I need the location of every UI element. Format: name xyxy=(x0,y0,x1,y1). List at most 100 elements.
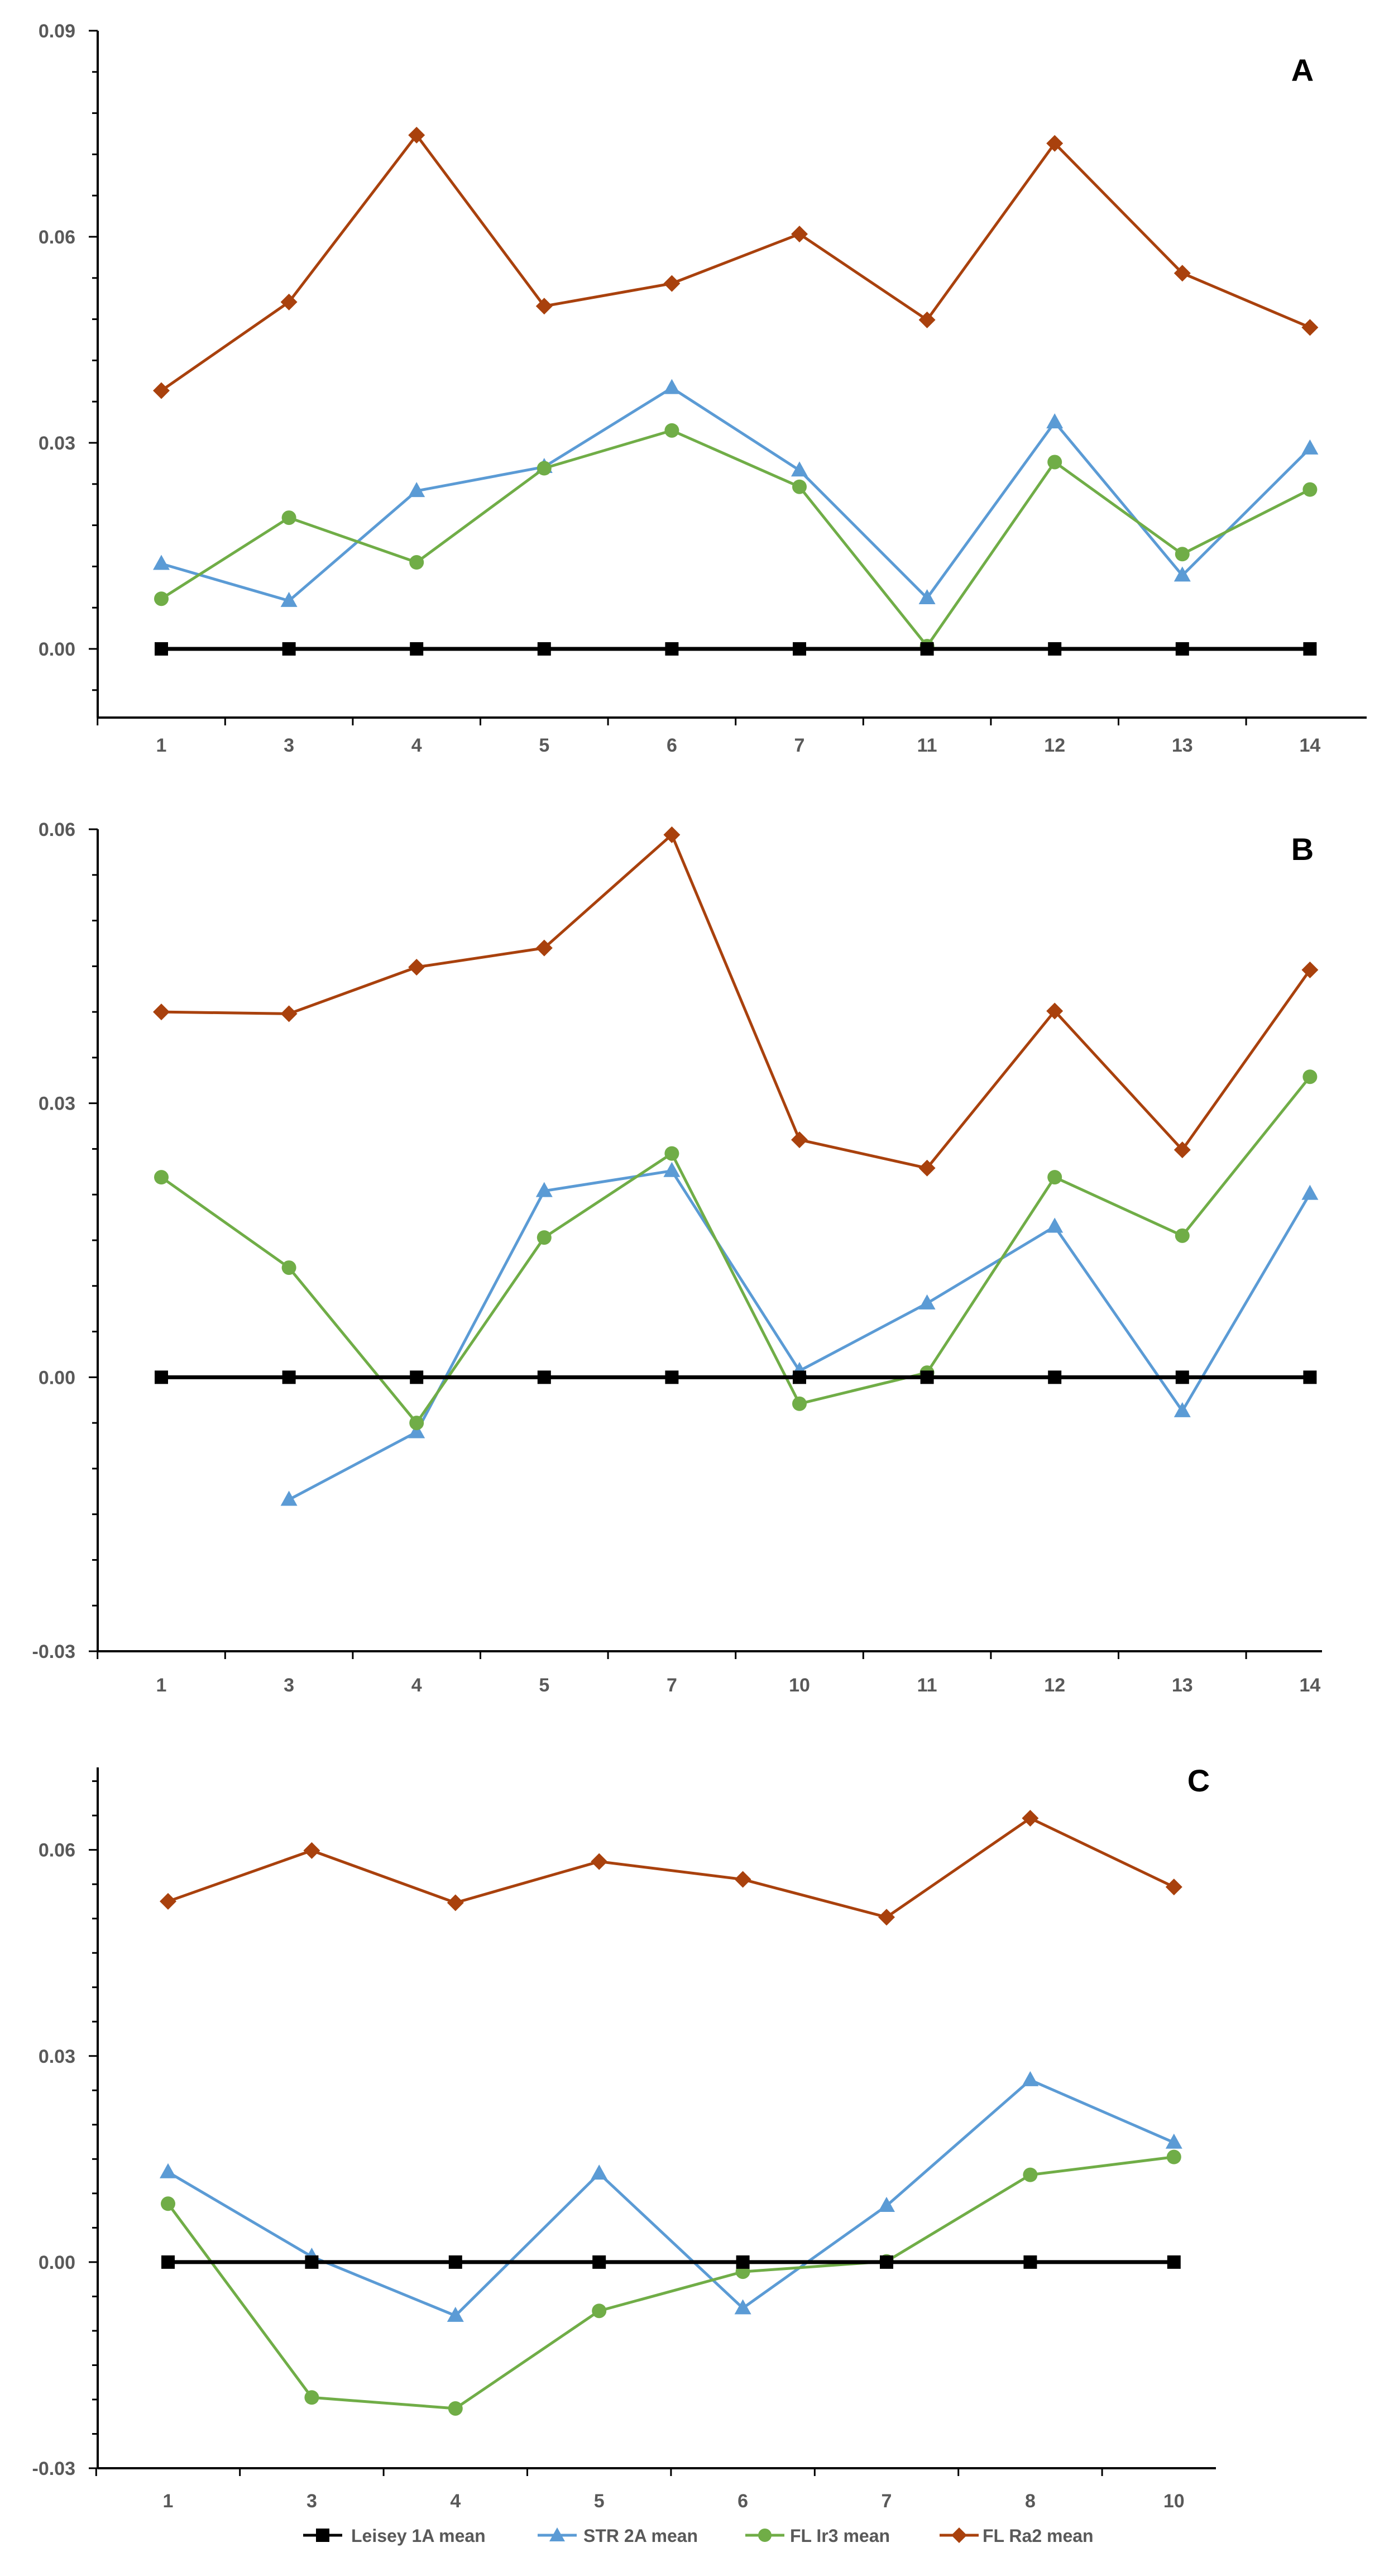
data-point-str-2a xyxy=(918,1294,936,1309)
series-leisey-1a xyxy=(155,642,1317,656)
data-point-fl-ir3 xyxy=(792,1396,807,1411)
data-point-fl-ra2 xyxy=(663,275,681,292)
data-point-str-2a xyxy=(1174,566,1191,582)
data-point-str-2a xyxy=(280,1490,298,1506)
x-tick-label: 4 xyxy=(450,2491,461,2512)
legend-item-fl-ir3: FL Ir3 mean xyxy=(745,2526,890,2546)
x-tick-label: 12 xyxy=(1044,735,1065,756)
data-point-fl-ra2 xyxy=(1174,1141,1191,1159)
panel-a-label: A xyxy=(1291,52,1314,88)
data-point-fl-ra2 xyxy=(535,939,553,957)
data-point-leisey-1a xyxy=(155,1370,168,1384)
data-point-str-2a xyxy=(1022,2071,1039,2086)
data-point-str-2a xyxy=(591,2164,608,2180)
data-point-str-2a xyxy=(878,2196,895,2212)
y-tick-label: 0.09 xyxy=(39,21,75,42)
data-point-fl-ra2 xyxy=(280,293,298,310)
data-point-fl-ir3 xyxy=(1166,2149,1181,2164)
data-point-leisey-1a xyxy=(282,1370,296,1384)
data-point-leisey-1a xyxy=(410,642,424,656)
data-point-fl-ra2 xyxy=(1174,265,1191,282)
data-point-fl-ra2 xyxy=(1046,1002,1064,1020)
data-point-str-2a xyxy=(1301,439,1319,455)
legend-marker-triangle xyxy=(549,2527,565,2541)
series-leisey-1a xyxy=(155,1370,1317,1384)
data-point-str-2a xyxy=(918,589,936,604)
y-tick-label: 0.06 xyxy=(39,819,75,840)
data-point-str-2a xyxy=(734,2299,751,2315)
data-point-fl-ra2 xyxy=(1046,135,1064,152)
data-point-leisey-1a xyxy=(1303,642,1317,656)
y-tick-label: 0.00 xyxy=(39,1367,75,1388)
x-tick-label: 11 xyxy=(917,1675,937,1696)
data-point-fl-ra2 xyxy=(408,958,425,976)
y-tick-label: 0.00 xyxy=(39,2252,75,2273)
x-tick-label: 13 xyxy=(1172,1675,1193,1696)
data-point-fl-ra2 xyxy=(280,1005,298,1022)
data-point-leisey-1a xyxy=(793,1370,806,1384)
x-tick-label: 12 xyxy=(1044,1675,1065,1696)
x-tick-label: 7 xyxy=(667,1675,677,1696)
legend-label-leisey: Leisey 1A mean xyxy=(351,2526,486,2546)
x-tick-label: 1 xyxy=(163,2491,174,2512)
series-line-fl-ra2 xyxy=(160,133,1311,392)
x-tick-label: 1 xyxy=(156,735,167,756)
series-str-2a xyxy=(160,2071,1182,2322)
series-fl-ir3 xyxy=(154,423,1318,654)
x-tick-label: 14 xyxy=(1299,1675,1320,1696)
data-point-fl-ra2 xyxy=(1165,1879,1182,1896)
data-point-leisey-1a xyxy=(665,1370,679,1384)
y-tick-label: -0.03 xyxy=(32,2458,76,2479)
data-point-str-2a xyxy=(663,379,681,394)
data-point-fl-ra2 xyxy=(1022,1810,1039,1827)
data-point-leisey-1a xyxy=(1023,2255,1037,2269)
data-point-fl-ra2 xyxy=(663,826,681,843)
series-str-2a xyxy=(153,379,1319,607)
legend-label-fl-ra2: FL Ra2 mean xyxy=(983,2526,1094,2546)
data-point-leisey-1a xyxy=(1167,2255,1181,2269)
y-tick-label: 0.03 xyxy=(39,2046,75,2067)
data-point-leisey-1a xyxy=(410,1370,424,1384)
legend-item-str: STR 2A mean xyxy=(538,2526,698,2546)
data-point-fl-ir3 xyxy=(281,510,296,525)
data-point-leisey-1a xyxy=(1048,642,1062,656)
data-point-fl-ra2 xyxy=(734,1871,751,1888)
series-fl-ir3 xyxy=(161,2149,1181,2416)
x-tick-label: 6 xyxy=(737,2491,748,2512)
x-tick-label: 13 xyxy=(1172,735,1193,756)
x-tick-label: 10 xyxy=(789,1675,810,1696)
data-point-fl-ir3 xyxy=(304,2390,319,2405)
data-point-leisey-1a xyxy=(448,2255,462,2269)
data-point-str-2a xyxy=(1046,1217,1064,1233)
data-point-str-2a xyxy=(408,482,425,498)
data-point-leisey-1a xyxy=(305,2255,319,2269)
x-tick-label: 3 xyxy=(284,1675,294,1696)
x-tick-label: 7 xyxy=(882,2491,892,2512)
data-point-str-2a xyxy=(1174,1402,1191,1417)
data-point-leisey-1a xyxy=(592,2255,606,2269)
panel-b-chart: B 0.060.030.00-0.031 3 4 5 7 10 11 12 13 14 xyxy=(32,819,1322,1696)
series-line-fl-ra2 xyxy=(167,1817,1175,1919)
legend: Leisey 1A mean STR 2A mean FL Ir3 mean F… xyxy=(303,2526,1094,2546)
data-point-fl-ra2 xyxy=(918,1159,936,1177)
data-point-str-2a xyxy=(1046,413,1064,429)
data-point-fl-ra2 xyxy=(591,1853,608,1870)
y-tick-label: 0.03 xyxy=(39,433,75,454)
data-point-leisey-1a xyxy=(1175,642,1189,656)
data-point-fl-ir3 xyxy=(792,479,807,494)
x-tick-label: 8 xyxy=(1025,2491,1036,2512)
legend-item-fl-ra2: FL Ra2 mean xyxy=(940,2526,1094,2546)
data-point-leisey-1a xyxy=(880,2255,893,2269)
data-point-fl-ir3 xyxy=(1302,1069,1318,1084)
x-tick-label: 11 xyxy=(917,735,937,756)
x-tick-label: 3 xyxy=(284,735,294,756)
y-tick-label: 0.03 xyxy=(39,1093,75,1115)
data-point-fl-ra2 xyxy=(535,298,553,315)
x-tick-label: 5 xyxy=(539,735,549,756)
series-leisey-1a xyxy=(161,2255,1181,2269)
y-tick-label: 0.00 xyxy=(39,639,75,660)
data-point-leisey-1a xyxy=(1303,1370,1317,1384)
data-point-leisey-1a xyxy=(155,642,168,656)
series-str-2a xyxy=(280,1162,1319,1506)
data-point-fl-ra2 xyxy=(1301,961,1319,978)
